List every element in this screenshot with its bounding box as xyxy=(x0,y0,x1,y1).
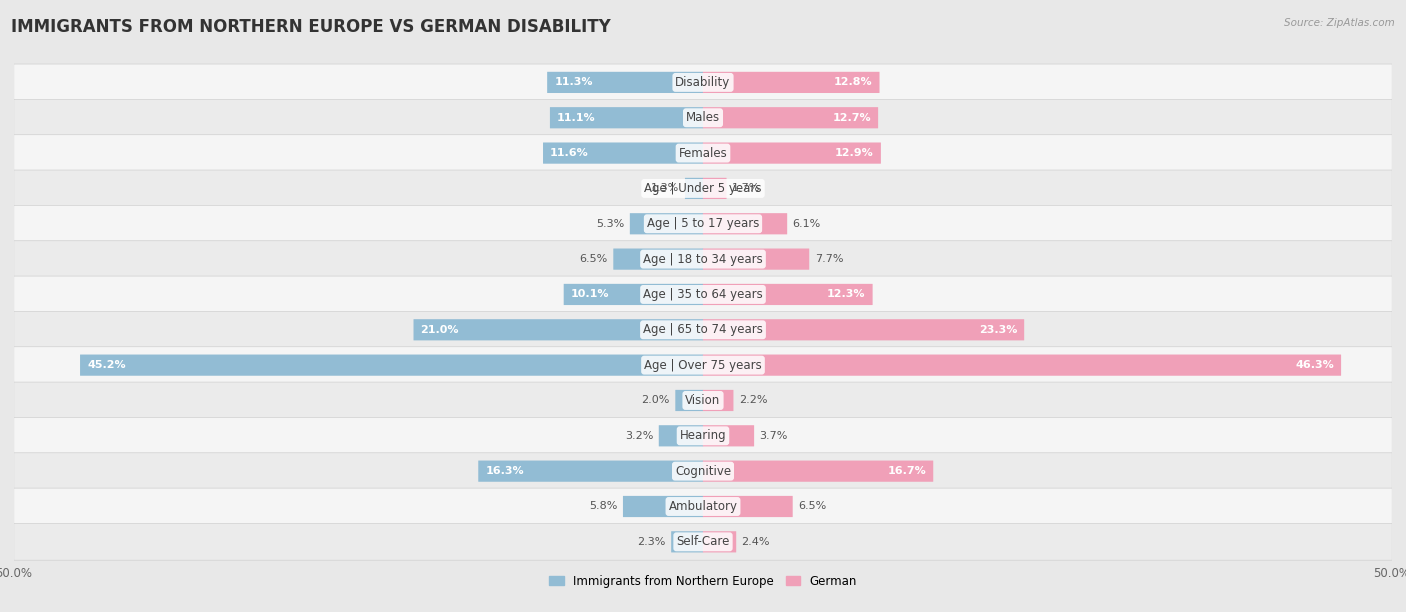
FancyBboxPatch shape xyxy=(478,461,703,482)
Text: 2.0%: 2.0% xyxy=(641,395,669,406)
Text: 12.7%: 12.7% xyxy=(832,113,872,123)
FancyBboxPatch shape xyxy=(703,143,882,163)
FancyBboxPatch shape xyxy=(413,319,703,340)
Text: Males: Males xyxy=(686,111,720,124)
Text: 5.8%: 5.8% xyxy=(589,501,617,512)
FancyBboxPatch shape xyxy=(703,319,1024,340)
Text: Age | Under 5 years: Age | Under 5 years xyxy=(644,182,762,195)
Text: Ambulatory: Ambulatory xyxy=(668,500,738,513)
FancyBboxPatch shape xyxy=(703,178,727,199)
Text: 11.1%: 11.1% xyxy=(557,113,596,123)
FancyBboxPatch shape xyxy=(703,107,879,129)
Legend: Immigrants from Northern Europe, German: Immigrants from Northern Europe, German xyxy=(544,570,862,592)
Text: 2.4%: 2.4% xyxy=(741,537,770,547)
Text: 2.2%: 2.2% xyxy=(738,395,768,406)
FancyBboxPatch shape xyxy=(685,178,703,199)
Text: Age | 18 to 34 years: Age | 18 to 34 years xyxy=(643,253,763,266)
Text: 2.3%: 2.3% xyxy=(637,537,666,547)
Text: 16.3%: 16.3% xyxy=(485,466,524,476)
FancyBboxPatch shape xyxy=(547,72,703,93)
FancyBboxPatch shape xyxy=(14,488,1392,525)
Text: 3.2%: 3.2% xyxy=(626,431,654,441)
FancyBboxPatch shape xyxy=(543,143,703,163)
Text: IMMIGRANTS FROM NORTHERN EUROPE VS GERMAN DISABILITY: IMMIGRANTS FROM NORTHERN EUROPE VS GERMA… xyxy=(11,18,612,36)
Text: Age | 35 to 64 years: Age | 35 to 64 years xyxy=(643,288,763,301)
Text: 6.1%: 6.1% xyxy=(793,218,821,229)
Text: Source: ZipAtlas.com: Source: ZipAtlas.com xyxy=(1284,18,1395,28)
FancyBboxPatch shape xyxy=(703,531,737,553)
FancyBboxPatch shape xyxy=(703,284,873,305)
FancyBboxPatch shape xyxy=(703,354,1341,376)
FancyBboxPatch shape xyxy=(703,390,734,411)
Text: 23.3%: 23.3% xyxy=(979,325,1017,335)
Text: 1.3%: 1.3% xyxy=(651,184,679,193)
FancyBboxPatch shape xyxy=(623,496,703,517)
FancyBboxPatch shape xyxy=(550,107,703,129)
FancyBboxPatch shape xyxy=(80,354,703,376)
Text: 7.7%: 7.7% xyxy=(814,254,844,264)
FancyBboxPatch shape xyxy=(14,382,1392,419)
FancyBboxPatch shape xyxy=(564,284,703,305)
FancyBboxPatch shape xyxy=(675,390,703,411)
FancyBboxPatch shape xyxy=(613,248,703,270)
Text: Disability: Disability xyxy=(675,76,731,89)
Text: 12.9%: 12.9% xyxy=(835,148,875,158)
Text: 3.7%: 3.7% xyxy=(759,431,787,441)
FancyBboxPatch shape xyxy=(14,453,1392,490)
FancyBboxPatch shape xyxy=(14,347,1392,384)
Text: Age | Over 75 years: Age | Over 75 years xyxy=(644,359,762,371)
Text: Vision: Vision xyxy=(685,394,721,407)
FancyBboxPatch shape xyxy=(703,72,880,93)
FancyBboxPatch shape xyxy=(14,99,1392,136)
Text: Hearing: Hearing xyxy=(679,429,727,442)
FancyBboxPatch shape xyxy=(14,241,1392,277)
FancyBboxPatch shape xyxy=(14,170,1392,207)
Text: Females: Females xyxy=(679,147,727,160)
FancyBboxPatch shape xyxy=(703,425,754,446)
FancyBboxPatch shape xyxy=(14,135,1392,171)
FancyBboxPatch shape xyxy=(703,461,934,482)
Text: 16.7%: 16.7% xyxy=(887,466,927,476)
Text: 1.7%: 1.7% xyxy=(733,184,761,193)
FancyBboxPatch shape xyxy=(14,312,1392,348)
Text: Age | 65 to 74 years: Age | 65 to 74 years xyxy=(643,323,763,336)
FancyBboxPatch shape xyxy=(14,523,1392,560)
Text: 5.3%: 5.3% xyxy=(596,218,624,229)
FancyBboxPatch shape xyxy=(14,276,1392,313)
Text: 10.1%: 10.1% xyxy=(571,289,609,299)
FancyBboxPatch shape xyxy=(703,213,787,234)
Text: 21.0%: 21.0% xyxy=(420,325,458,335)
FancyBboxPatch shape xyxy=(659,425,703,446)
Text: 6.5%: 6.5% xyxy=(579,254,607,264)
FancyBboxPatch shape xyxy=(703,248,810,270)
Text: Age | 5 to 17 years: Age | 5 to 17 years xyxy=(647,217,759,230)
Text: 6.5%: 6.5% xyxy=(799,501,827,512)
FancyBboxPatch shape xyxy=(630,213,703,234)
Text: 11.6%: 11.6% xyxy=(550,148,589,158)
FancyBboxPatch shape xyxy=(14,206,1392,242)
FancyBboxPatch shape xyxy=(703,496,793,517)
Text: 12.8%: 12.8% xyxy=(834,77,873,88)
Text: Self-Care: Self-Care xyxy=(676,536,730,548)
FancyBboxPatch shape xyxy=(14,64,1392,101)
Text: Cognitive: Cognitive xyxy=(675,465,731,477)
Text: 11.3%: 11.3% xyxy=(554,77,593,88)
Text: 12.3%: 12.3% xyxy=(827,289,866,299)
Text: 45.2%: 45.2% xyxy=(87,360,125,370)
Text: 46.3%: 46.3% xyxy=(1295,360,1334,370)
FancyBboxPatch shape xyxy=(671,531,703,553)
FancyBboxPatch shape xyxy=(14,417,1392,454)
